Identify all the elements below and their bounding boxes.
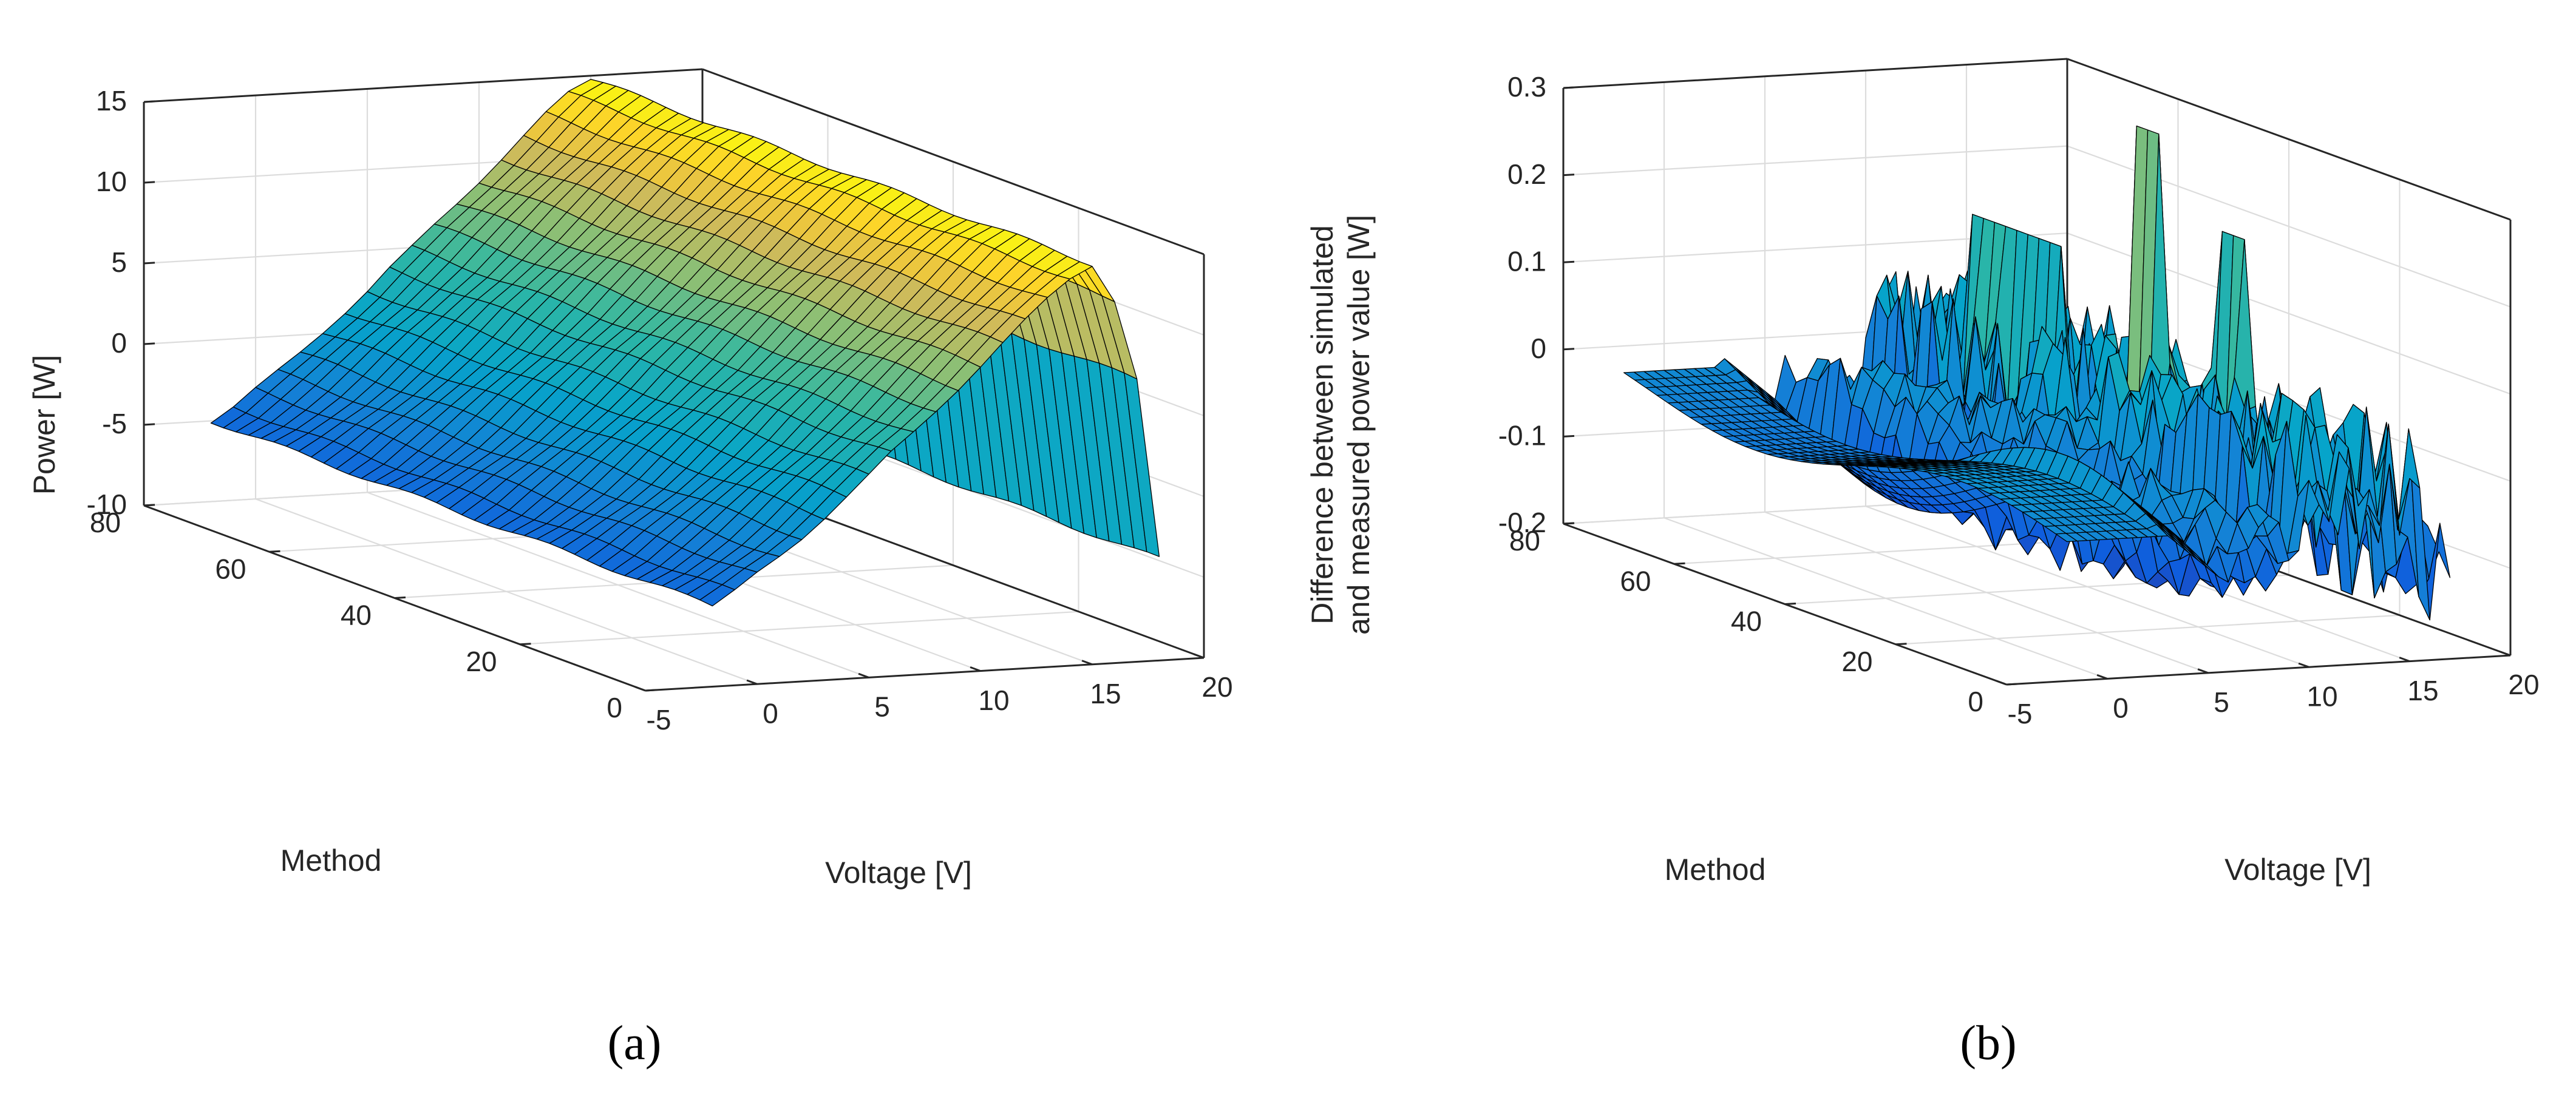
z-tick-label: 0.3 <box>1507 71 1546 103</box>
z-tick-label: -5 <box>102 408 127 439</box>
panel-a-z-axis-label: Power [W] <box>27 355 61 495</box>
z-tick <box>1563 522 1575 525</box>
panel-a-y-axis-label: Method <box>280 844 382 878</box>
y-tick-label: 40 <box>1731 606 1762 637</box>
surface-patch <box>1951 511 1974 525</box>
x-tick <box>2197 668 2209 674</box>
y-tick <box>2006 683 2018 686</box>
y-tick <box>394 596 406 599</box>
x-tick-label: 20 <box>2508 669 2539 700</box>
grid-line <box>1563 145 2068 176</box>
x-tick <box>1996 680 2007 686</box>
surface-patch <box>2055 533 2078 543</box>
panel-b-surface-plot: -5 0 5 10 15 20 0 20 40 60 80-0.2 -0.1 0 0.1 0.2 0.3 Vo… <box>1305 58 2540 1070</box>
z-tick <box>143 504 155 507</box>
x-tick-label: 20 <box>1201 671 1232 703</box>
panel-b-z-axis-label: Difference between simulated and measure… <box>1305 215 1376 635</box>
y-tick-label: 80 <box>90 507 121 538</box>
z-tick <box>143 342 155 345</box>
y-tick-label: 60 <box>215 553 246 584</box>
z-tick-label: 15 <box>96 85 127 117</box>
y-tick-label: 20 <box>1841 646 1872 677</box>
y-tick <box>269 550 280 553</box>
x-tick-label: 15 <box>1090 678 1121 709</box>
y-tick <box>1674 562 1685 565</box>
z-tick <box>143 100 155 103</box>
y-tick <box>645 689 657 692</box>
z-tick-label: 0.2 <box>1507 158 1546 190</box>
x-tick-label: 10 <box>2306 680 2337 712</box>
z-tick-label: 0 <box>111 327 127 359</box>
axis-edge <box>2067 58 2511 221</box>
grid-line <box>1895 614 2400 645</box>
z-tick-label: -0.2 <box>1498 507 1546 538</box>
x-tick <box>2500 651 2511 657</box>
axis-edge <box>702 68 1205 255</box>
z-tick-label: 5 <box>111 246 127 278</box>
x-tick <box>970 666 981 672</box>
panel-b-tick-labels: -5 0 5 10 15 20 0 20 40 60 80-0.2 -0.1 0 0.1 0.2 0.3 <box>1498 71 2540 729</box>
x-tick <box>1081 660 1093 666</box>
x-tick <box>746 679 758 685</box>
z-tick <box>1563 348 1575 351</box>
y-tick-label: 0 <box>607 692 622 723</box>
x-tick-label: 0 <box>2113 692 2129 724</box>
axis-edge <box>645 657 1205 692</box>
panel-a-tick-labels: -5 0 5 10 15 20 0 20 40 60 80-10 -5 0 5 10 15 <box>87 85 1233 736</box>
x-tick-label: -5 <box>647 704 671 736</box>
grid-line <box>520 611 1079 645</box>
axis-edge <box>2006 654 2511 686</box>
z-tick-label: 0 <box>1531 333 1546 364</box>
panel-a-x-axis-label: Voltage [V] <box>825 856 972 890</box>
x-tick <box>2096 674 2108 680</box>
x-tick-label: -5 <box>2008 698 2033 729</box>
x-tick-label: 5 <box>2214 686 2229 718</box>
x-tick <box>1193 653 1205 659</box>
x-tick <box>858 672 869 678</box>
z-tick-label: -0.1 <box>1498 420 1546 452</box>
panel-b-z-axis-label-line2: and measured power value [W] <box>1342 215 1376 635</box>
panel-b-caption: (b) <box>1960 1017 2016 1070</box>
y-tick-label: 60 <box>1620 565 1651 597</box>
z-tick-label: -10 <box>87 489 127 520</box>
y-tick-label: 20 <box>466 646 497 677</box>
x-tick-label: 10 <box>978 685 1009 716</box>
z-tick <box>143 181 155 184</box>
panel-b-z-axis-label-line1: Difference between simulated <box>1305 225 1339 624</box>
z-tick <box>143 423 155 426</box>
y-tick-label: 40 <box>341 600 372 631</box>
x-tick-label: 5 <box>874 691 890 723</box>
z-tick <box>1563 86 1575 89</box>
axis-edge <box>1563 58 2068 89</box>
panel-a-caption: (a) <box>608 1017 662 1070</box>
panel-b-surface <box>1623 125 2451 621</box>
axis-edge <box>143 68 703 103</box>
panel-a-surface-plot: -5 0 5 10 15 20 0 20 40 60 80-10 -5 0 5 10 15 Voltage [… <box>27 68 1233 1070</box>
x-tick <box>2298 662 2309 668</box>
y-tick-label: 0 <box>1968 686 1983 717</box>
x-tick <box>634 686 646 692</box>
panel-b-y-axis-label: Method <box>1665 853 1766 887</box>
surface-patch <box>699 584 735 607</box>
panel-a-surface <box>210 79 1160 607</box>
y-tick-label: 80 <box>1509 525 1540 556</box>
x-tick <box>2399 657 2410 663</box>
x-tick-label: 15 <box>2407 675 2438 706</box>
panel-b-x-axis-label: Voltage [V] <box>2224 853 2371 887</box>
z-tick-label: 0.1 <box>1507 245 1546 277</box>
z-tick-label: 10 <box>96 166 127 197</box>
x-tick-label: 0 <box>763 697 778 729</box>
